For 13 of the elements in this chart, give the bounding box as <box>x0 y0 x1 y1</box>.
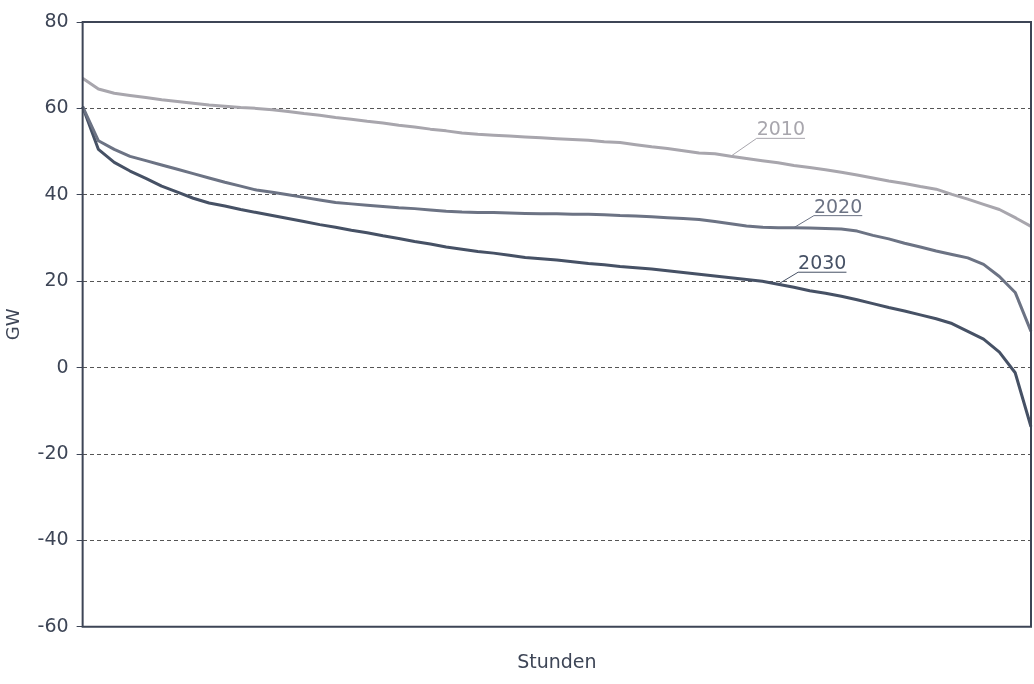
y-tick-label: 80 <box>44 8 69 31</box>
y-tick-label: 40 <box>44 181 69 204</box>
series-label: 2010 <box>756 117 806 140</box>
y-tick-label: 20 <box>44 268 69 291</box>
y-tick-label: 60 <box>44 95 69 118</box>
y-tick-label: -60 <box>37 613 69 636</box>
series-label: 2030 <box>798 251 847 274</box>
x-axis-title: Stunden <box>517 649 597 672</box>
y-tick-label: -40 <box>37 527 69 550</box>
y-tick-label: -20 <box>37 440 69 463</box>
y-axis-title: GW <box>2 308 24 341</box>
y-tick-label: 0 <box>56 354 69 377</box>
series-label: 2020 <box>813 194 863 217</box>
